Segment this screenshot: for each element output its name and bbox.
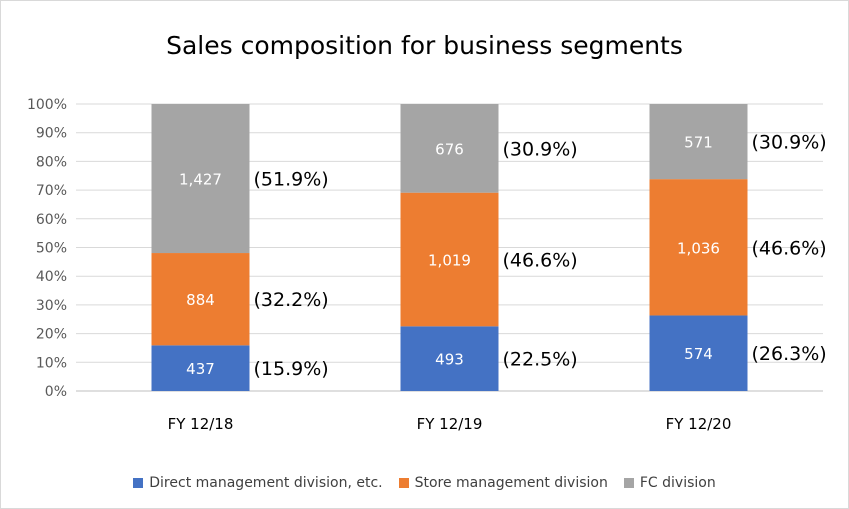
bar-value-label: 574 [684, 345, 713, 363]
bar-segment [151, 104, 250, 254]
share-label: (46.6%) [752, 237, 827, 259]
y-tick-label: 90% [36, 126, 67, 142]
bar-value-label: 1,019 [428, 252, 471, 270]
legend-swatch-direct [133, 478, 144, 488]
y-tick-label: 50% [36, 241, 67, 257]
category-label: FY 12/20 [666, 415, 732, 433]
bar-segment [400, 192, 499, 327]
share-label: (32.2%) [254, 289, 329, 311]
category-label: FY 12/18 [168, 415, 234, 433]
share-label: (51.9%) [254, 169, 329, 191]
share-label: (15.9%) [254, 358, 329, 380]
y-tick-label: 30% [36, 298, 67, 314]
y-tick-label: 0% [45, 384, 67, 400]
legend-label-fc: FC division [639, 475, 716, 491]
legend-item-direct: Direct management division, etc. [133, 475, 383, 491]
y-tick-label: 60% [36, 212, 67, 228]
legend-item-store: Store management division [398, 475, 608, 491]
bar-segment [400, 104, 499, 193]
bar-segment [400, 326, 499, 391]
bar-segment [649, 315, 748, 391]
bar-value-label: 437 [186, 360, 215, 378]
bar-value-label: 1,036 [677, 239, 720, 257]
legend-swatch-fc [623, 478, 634, 488]
bar-value-label: 676 [435, 140, 464, 158]
bar-segment [151, 345, 250, 391]
share-label: (46.6%) [503, 250, 578, 272]
legend-swatch-store [398, 478, 409, 488]
bar-segment [649, 104, 748, 180]
chart-legend: Direct management division, etc. Store m… [1, 475, 848, 491]
bar-value-label: 884 [186, 291, 215, 309]
y-tick-label: 10% [36, 355, 67, 371]
y-tick-label: 40% [36, 269, 67, 285]
y-tick-label: 70% [36, 183, 67, 199]
legend-label-direct: Direct management division, etc. [149, 475, 383, 491]
y-tick-label: 80% [36, 154, 67, 170]
share-label: (26.3%) [752, 343, 827, 365]
y-tick-label: 100% [27, 97, 67, 113]
bar-value-label: 493 [435, 351, 464, 369]
bar-segment [649, 179, 748, 316]
share-label: (30.9%) [752, 132, 827, 154]
bar-segment [151, 253, 250, 346]
chart-plot: 0% 10% 20% 30% 40% 50% 60% 70% 80% 90% 100% 437 (15.… [27, 97, 827, 433]
bar-value-label: 1,427 [179, 171, 222, 189]
share-label: (30.9%) [503, 138, 578, 160]
legend-item-fc: FC division [623, 475, 716, 491]
bar-value-label: 571 [684, 134, 713, 152]
y-tick-label: 20% [36, 327, 67, 343]
category-label: FY 12/19 [417, 415, 483, 433]
share-label: (22.5%) [503, 349, 578, 371]
chart-title: Sales composition for business segments [166, 31, 683, 60]
legend-label-store: Store management division [414, 475, 608, 491]
